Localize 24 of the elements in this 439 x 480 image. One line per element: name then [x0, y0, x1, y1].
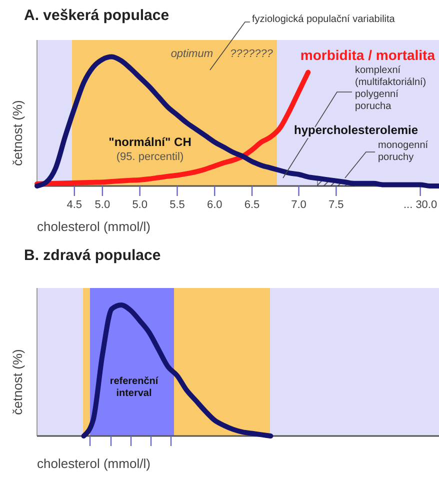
annotation: referenční interval [110, 376, 160, 399]
x-axis-title: cholesterol (mmol/l) [37, 219, 150, 234]
series-label: morbidita / mortalita [300, 47, 436, 63]
x-tick-label: 7.0 [291, 199, 306, 211]
annotation: komplexní (multifaktoriální) polygenní porucha [355, 65, 426, 112]
x-tick-label: 7.5 [328, 199, 344, 211]
annotation: (95. percentil) [116, 151, 184, 163]
annotation: ??????? [230, 48, 274, 60]
annotation: "normální" CH [108, 135, 192, 149]
chart-title: A. veškerá populace [24, 7, 170, 24]
y-axis-title: četnost (%) [10, 100, 25, 166]
x-tick-label: 5.0 [94, 199, 110, 211]
x-tick-label: 6.0 [206, 199, 222, 211]
text: fyziologická populační variabilita [252, 14, 396, 25]
y-axis-title: četnost (%) [10, 349, 25, 415]
x-tick-label: 5.0 [132, 199, 148, 211]
annotation: optimum [170, 48, 213, 60]
chart-title: B. zdravá populace [24, 247, 161, 264]
x-tick-label: 4.5 [66, 199, 82, 211]
annotation: monogenní poruchy [378, 140, 428, 163]
x-axis-title: cholesterol (mmol/l) [37, 456, 150, 471]
x-tick-label: ... 30.0 [403, 199, 438, 211]
x-tick-label: 6.5 [244, 199, 260, 211]
x-tick-label: 5.5 [170, 199, 185, 211]
